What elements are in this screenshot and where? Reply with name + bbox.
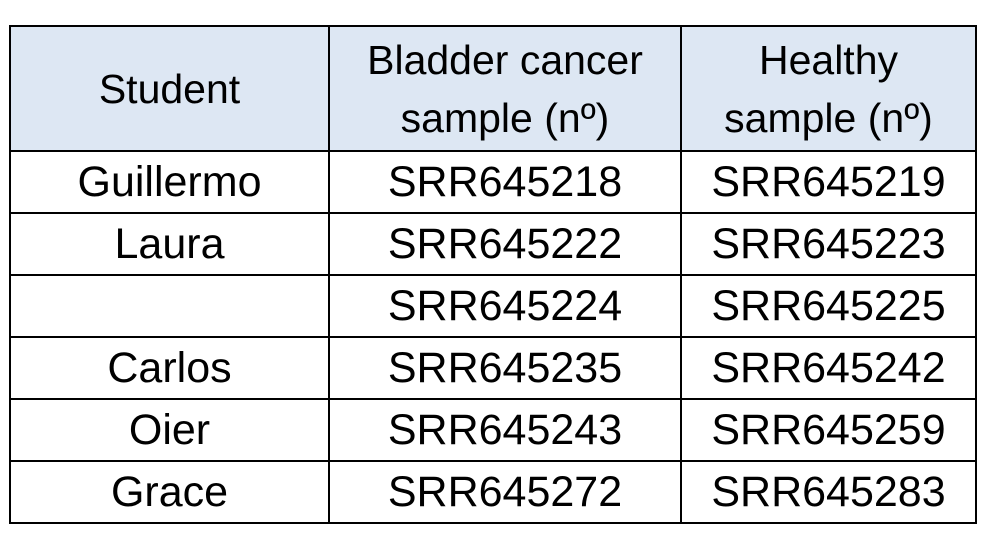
cell-healthy-sample: SRR645219 [680,150,977,214]
header-healthy-line-1: Healthy [758,36,898,83]
table-body: Guillermo SRR645218 SRR645219 Laura SRR6… [9,150,977,524]
header-student-line-1: Student [98,65,241,112]
cell-student [9,274,330,338]
cell-student: Laura [9,212,330,276]
cell-healthy-sample: SRR645225 [680,274,977,338]
cell-bladder-cancer-sample: SRR645218 [328,150,682,214]
header-student: Student [9,25,330,152]
cell-student: Oier [9,398,330,462]
header-healthy-line-2: sample (nº) [724,94,933,141]
table-row: Guillermo SRR645218 SRR645219 [9,150,977,214]
header-healthy-sample: Healthy sample (nº) [680,25,977,152]
cell-student: Grace [9,460,330,524]
header-row: Student Bladder cancer sample (nº) Healt… [9,25,977,152]
table-row: Carlos SRR645235 SRR645242 [9,336,977,400]
cell-healthy-sample: SRR645259 [680,398,977,462]
header-bladder-cancer-sample: Bladder cancer sample (nº) [328,25,682,152]
table-row: SRR645224 SRR645225 [9,274,977,338]
cell-healthy-sample: SRR645283 [680,460,977,524]
sample-assignment-table: Student Bladder cancer sample (nº) Healt… [9,25,977,524]
table-row: Laura SRR645222 SRR645223 [9,212,977,276]
cell-student: Guillermo [9,150,330,214]
header-bladder-cancer-line-2: sample (nº) [400,94,610,141]
table-header: Student Bladder cancer sample (nº) Healt… [9,25,977,152]
cell-bladder-cancer-sample: SRR645272 [328,460,682,524]
table-row: Grace SRR645272 SRR645283 [9,460,977,524]
cell-bladder-cancer-sample: SRR645224 [328,274,682,338]
cell-bladder-cancer-sample: SRR645222 [328,212,682,276]
cell-healthy-sample: SRR645223 [680,212,977,276]
cell-student: Carlos [9,336,330,400]
header-bladder-cancer-line-1: Bladder cancer [367,36,643,83]
cell-bladder-cancer-sample: SRR645243 [328,398,682,462]
cell-healthy-sample: SRR645242 [680,336,977,400]
table-row: Oier SRR645243 SRR645259 [9,398,977,462]
cell-bladder-cancer-sample: SRR645235 [328,336,682,400]
